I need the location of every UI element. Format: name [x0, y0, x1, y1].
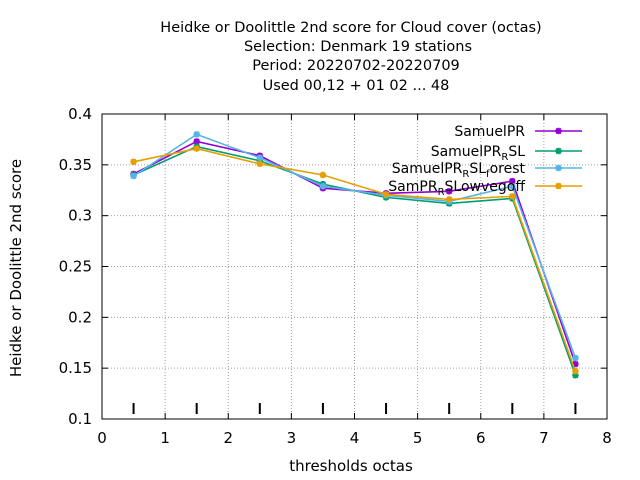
- data-point: [572, 354, 579, 362]
- x-tick-label: 8: [602, 429, 612, 447]
- data-point: [509, 193, 516, 200]
- series-line: [133, 147, 577, 372]
- data-point: [555, 147, 562, 155]
- data-point: [572, 372, 579, 379]
- x-tick-label: 4: [350, 429, 360, 447]
- data-point: [193, 131, 200, 138]
- data-point: [555, 164, 562, 172]
- y-tick-label: 0.15: [59, 359, 92, 377]
- title-line-1: Heidke or Doolittle 2nd score for Cloud …: [160, 20, 541, 36]
- x-tick-label: 5: [413, 429, 423, 447]
- legend-label: SamuelPRRSLforest: [392, 161, 526, 180]
- title-line-3: Period: 20220702-20220709: [252, 58, 460, 74]
- data-point: [509, 177, 516, 185]
- legend-label: SamuelPR: [454, 124, 525, 140]
- y-tick-label: 0.4: [68, 105, 92, 123]
- x-tick-label: 3: [287, 429, 297, 447]
- data-point: [256, 154, 264, 161]
- y-tick-label: 0.1: [68, 410, 92, 428]
- data-point: [555, 127, 562, 135]
- series-line: [133, 133, 577, 359]
- title-line-2: Selection: Denmark 19 stations: [244, 39, 472, 55]
- y-tick-labels: 0.1 0.15 0.2 0.25 0.3 0.35 0.4: [59, 105, 92, 428]
- data-point: [382, 191, 390, 198]
- data-point: [445, 188, 453, 195]
- data-point: [319, 182, 327, 190]
- data-point: [130, 172, 137, 180]
- legend-label: SamuelPRRSL: [431, 144, 525, 163]
- chart-title: Heidke or Doolittle 2nd score for Cloud …: [160, 20, 541, 94]
- data-point: [319, 171, 327, 179]
- data-point: [572, 368, 579, 375]
- bottom-marks: [132, 403, 577, 414]
- y-tick-label: 0.35: [59, 156, 92, 174]
- data-point: [572, 360, 579, 368]
- x-tick-label: 1: [160, 429, 170, 447]
- title-line-4: Used 00,12 + 01 02 ... 48: [263, 78, 450, 94]
- legend: SamuelPR SamuelPRRSLSamuelPRRSLforestSamP…: [388, 124, 582, 198]
- y-tick-label: 0.3: [68, 207, 92, 225]
- y-tick-label: 0.2: [68, 308, 92, 326]
- axis-ticks: [101, 113, 608, 420]
- y-tick-label: 0.25: [59, 258, 92, 276]
- data-point: [509, 182, 516, 190]
- data-point: [193, 138, 200, 145]
- data-point: [130, 158, 137, 165]
- grid-lines: [102, 114, 607, 419]
- y-axis-label: Heidke or Doolittle 2nd score: [7, 159, 25, 377]
- x-tick-label: 6: [476, 429, 486, 447]
- series-group: [130, 145, 579, 375]
- data-point: [193, 145, 200, 152]
- x-tick-labels: 0 1 2 3 4 5 6 7 8: [97, 429, 612, 447]
- legend-label: SamPRRSLowvegoff: [388, 179, 525, 198]
- data-point: [256, 160, 264, 168]
- data-point: [555, 182, 562, 190]
- x-tick-label: 2: [223, 429, 233, 447]
- data-point: [445, 196, 453, 203]
- x-tick-label: 0: [97, 429, 107, 447]
- x-tick-label: 7: [539, 429, 549, 447]
- x-axis-label: thresholds octas: [289, 457, 413, 475]
- series-layer: [130, 131, 579, 379]
